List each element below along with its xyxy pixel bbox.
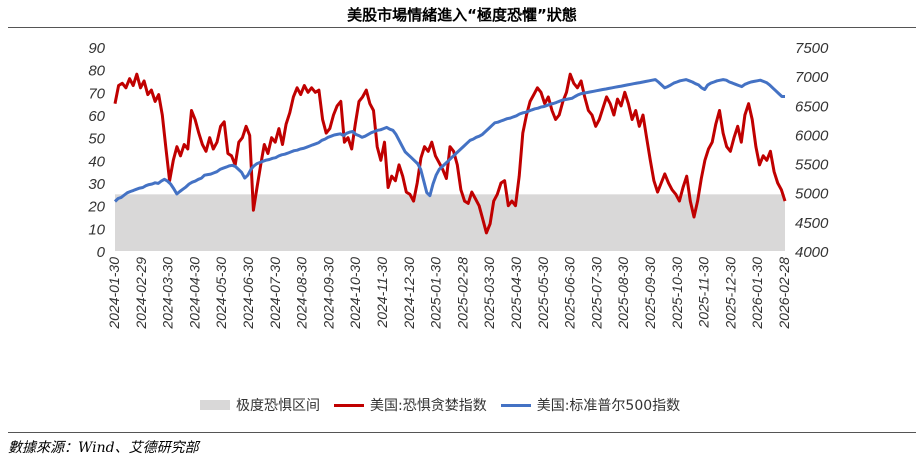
left-tick-label: 40 <box>88 153 105 170</box>
chart-canvas: 0 10 20 30 40 50 60 70 80 90 4000 4500 5000 5500 6000 6… <box>87 40 829 330</box>
x-tick-label: 2024-01-30 <box>106 257 122 330</box>
x-tick-label: 2025-12-30 <box>722 257 738 330</box>
x-tick-label: 2024-08-30 <box>294 257 310 330</box>
x-tick-label: 2026-01-30 <box>749 257 765 330</box>
legend: 极度恐惧区间 美国:恐惧贪婪指数 美国:标准普尔500指数 <box>200 395 694 415</box>
right-tick-label: 6500 <box>795 98 829 115</box>
left-tick-label: 20 <box>87 199 105 216</box>
left-tick-label: 50 <box>88 131 105 148</box>
x-tick-label: 2025-11-30 <box>696 257 712 329</box>
left-tick-label: 30 <box>88 176 105 193</box>
legend-swatch-zone <box>200 400 230 410</box>
x-tick-label: 2024-05-30 <box>213 257 229 330</box>
x-tick-label: 2024-06-30 <box>240 257 256 330</box>
x-tick-label: 2025-09-30 <box>642 257 658 330</box>
x-tick-label: 2024-11-30 <box>374 257 390 329</box>
right-tick-label: 4500 <box>795 215 829 232</box>
left-tick-label: 70 <box>88 85 105 102</box>
sp500-line <box>113 78 785 203</box>
legend-item-sp: 美国:标准普尔500指数 <box>500 395 681 415</box>
legend-item-zone: 极度恐惧区间 <box>200 395 320 415</box>
legend-swatch-fear <box>334 403 364 407</box>
right-tick-label: 4000 <box>795 244 829 261</box>
x-tick-label: 2024-10-30 <box>347 257 363 330</box>
x-tick-label: 2025-07-30 <box>588 257 604 330</box>
right-tick-label: 7500 <box>795 40 829 57</box>
right-tick-label: 7000 <box>795 69 829 86</box>
fear-greed-line <box>113 72 787 235</box>
x-tick-label: 2026-02-28 <box>776 257 792 330</box>
left-tick-label: 0 <box>97 244 106 261</box>
left-tick-label: 80 <box>88 63 105 80</box>
x-tick-label: 2024-04-30 <box>186 257 202 330</box>
x-tick-label: 2024-12-30 <box>401 257 417 330</box>
right-tick-label: 6000 <box>795 127 829 144</box>
chart-title: 美股市場情緒進入“極度恐懼”狀態 <box>347 6 577 24</box>
legend-label-zone: 极度恐惧区间 <box>236 398 320 414</box>
legend-label-fear: 美国:恐惧贪婪指数 <box>370 398 487 414</box>
right-tick-label: 5000 <box>795 186 829 203</box>
x-tick-label: 2025-08-30 <box>615 257 631 330</box>
x-tick-label: 2025-10-30 <box>669 257 685 330</box>
x-tick-label: 2025-04-30 <box>508 257 524 330</box>
bottom-rule <box>8 432 916 433</box>
x-tick-label: 2024-07-30 <box>267 257 283 330</box>
x-tick-label: 2025-03-30 <box>481 257 497 330</box>
legend-item-fear: 美国:恐惧贪婪指数 <box>334 395 487 415</box>
left-tick-label: 90 <box>88 40 105 57</box>
x-tick-label: 2025-05-30 <box>535 257 551 330</box>
left-tick-label: 10 <box>88 221 105 238</box>
x-tick-label: 2025-01-30 <box>428 257 444 330</box>
left-tick-label: 60 <box>88 108 105 125</box>
right-tick-label: 5500 <box>795 157 829 174</box>
legend-label-sp: 美国:标准普尔500指数 <box>536 398 681 414</box>
x-tick-label: 2025-02-28 <box>454 257 470 330</box>
x-tick-label: 2024-03-30 <box>160 257 176 330</box>
top-rule <box>8 27 916 28</box>
extreme-fear-zone <box>115 194 785 251</box>
legend-swatch-sp <box>500 403 531 407</box>
x-tick-label: 2024-02-29 <box>133 257 149 330</box>
source-note: 數據來源：Wind、艾德研究部 <box>8 440 199 456</box>
x-tick-label: 2025-06-30 <box>562 257 578 330</box>
x-tick-label: 2024-09-30 <box>320 257 336 330</box>
